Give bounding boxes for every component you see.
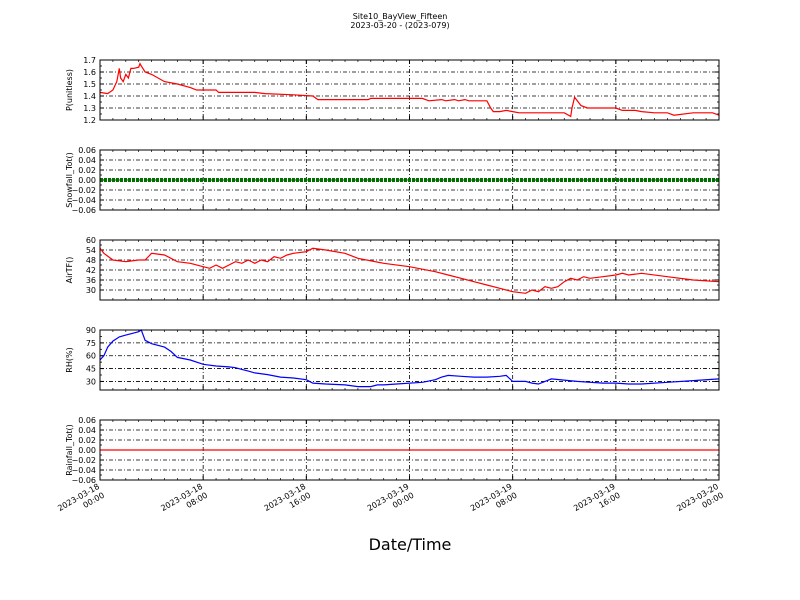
plot-frame [99,419,720,481]
y-tick-label: 48 [86,256,96,265]
y-axis-label: Rainfall_Tot() [65,424,74,476]
panel-5: −0.06−0.04−0.020.000.020.040.06 Rainfall_… [65,416,720,485]
y-axis-label: AirTF() [65,257,74,284]
y-tick-label: −0.02 [71,456,96,465]
y-tick-label: 1.7 [83,56,96,65]
y-tick-label: 60 [86,352,96,361]
y-tick-label: 1.6 [83,68,96,77]
y-tick-label: 1.3 [83,104,96,113]
y-tick-label: 0.06 [78,146,96,155]
y-tick-label: 42 [86,266,96,275]
y-tick-label: −0.04 [71,196,96,205]
y-tick-label: 36 [86,276,96,285]
y-tick-label: 1.4 [83,92,96,101]
y-tick-label: 60 [86,236,96,245]
y-tick-label: −0.02 [71,186,96,195]
y-tick-label: −0.06 [71,476,96,485]
y-tick-label: 1.2 [83,116,96,125]
plot-frame [99,149,720,211]
y-tick-label: 54 [86,246,96,255]
panel-4: 30 45 60 75 90 RH(%) [65,326,720,391]
x-axis-label: Date/Time [369,535,452,554]
y-tick-label: 0.00 [78,446,96,455]
y-tick-label: 0.06 [78,416,96,425]
plot-frame [99,59,720,121]
series-line-3 [99,247,720,294]
panel-2: −0.06−0.04−0.020.000.020.040.06 Snowfall_… [65,146,720,215]
y-tick-label: 0.00 [78,176,96,185]
y-tick-label: 30 [86,286,96,295]
plot-frame [99,329,720,391]
y-axis-label: Snowfall_Tot() [65,152,74,208]
figure-title-line1: Site10_BayView_Fifteen [353,12,448,21]
series-line-4 [99,329,720,388]
series-line-1 [99,62,720,118]
y-tick-label: 0.04 [78,156,96,165]
y-axis-label: P(unitless) [65,69,74,111]
y-tick-label: 90 [86,326,96,335]
y-tick-label: 0.02 [78,436,96,445]
figure-title-line2: 2023-03-20 - (2023-079) [350,21,449,30]
panel-1: 1.2 1.3 1.4 1.5 1.6 1.7 P(unitless) [65,56,720,125]
y-tick-label: 75 [86,339,96,348]
y-tick-label: −0.06 [71,206,96,215]
y-tick-label: 30 [86,377,96,386]
y-tick-label: 45 [86,365,96,374]
y-tick-label: −0.04 [71,466,96,475]
y-tick-label: 1.5 [83,80,96,89]
plot-frame [99,239,720,301]
y-axis-label: RH(%) [65,347,74,372]
y-tick-label: 0.02 [78,166,96,175]
chart-panels: 1.21.31.41.51.61.7P(unitless)−0.06−0.04−… [65,56,720,485]
y-tick-label: 0.04 [78,426,96,435]
